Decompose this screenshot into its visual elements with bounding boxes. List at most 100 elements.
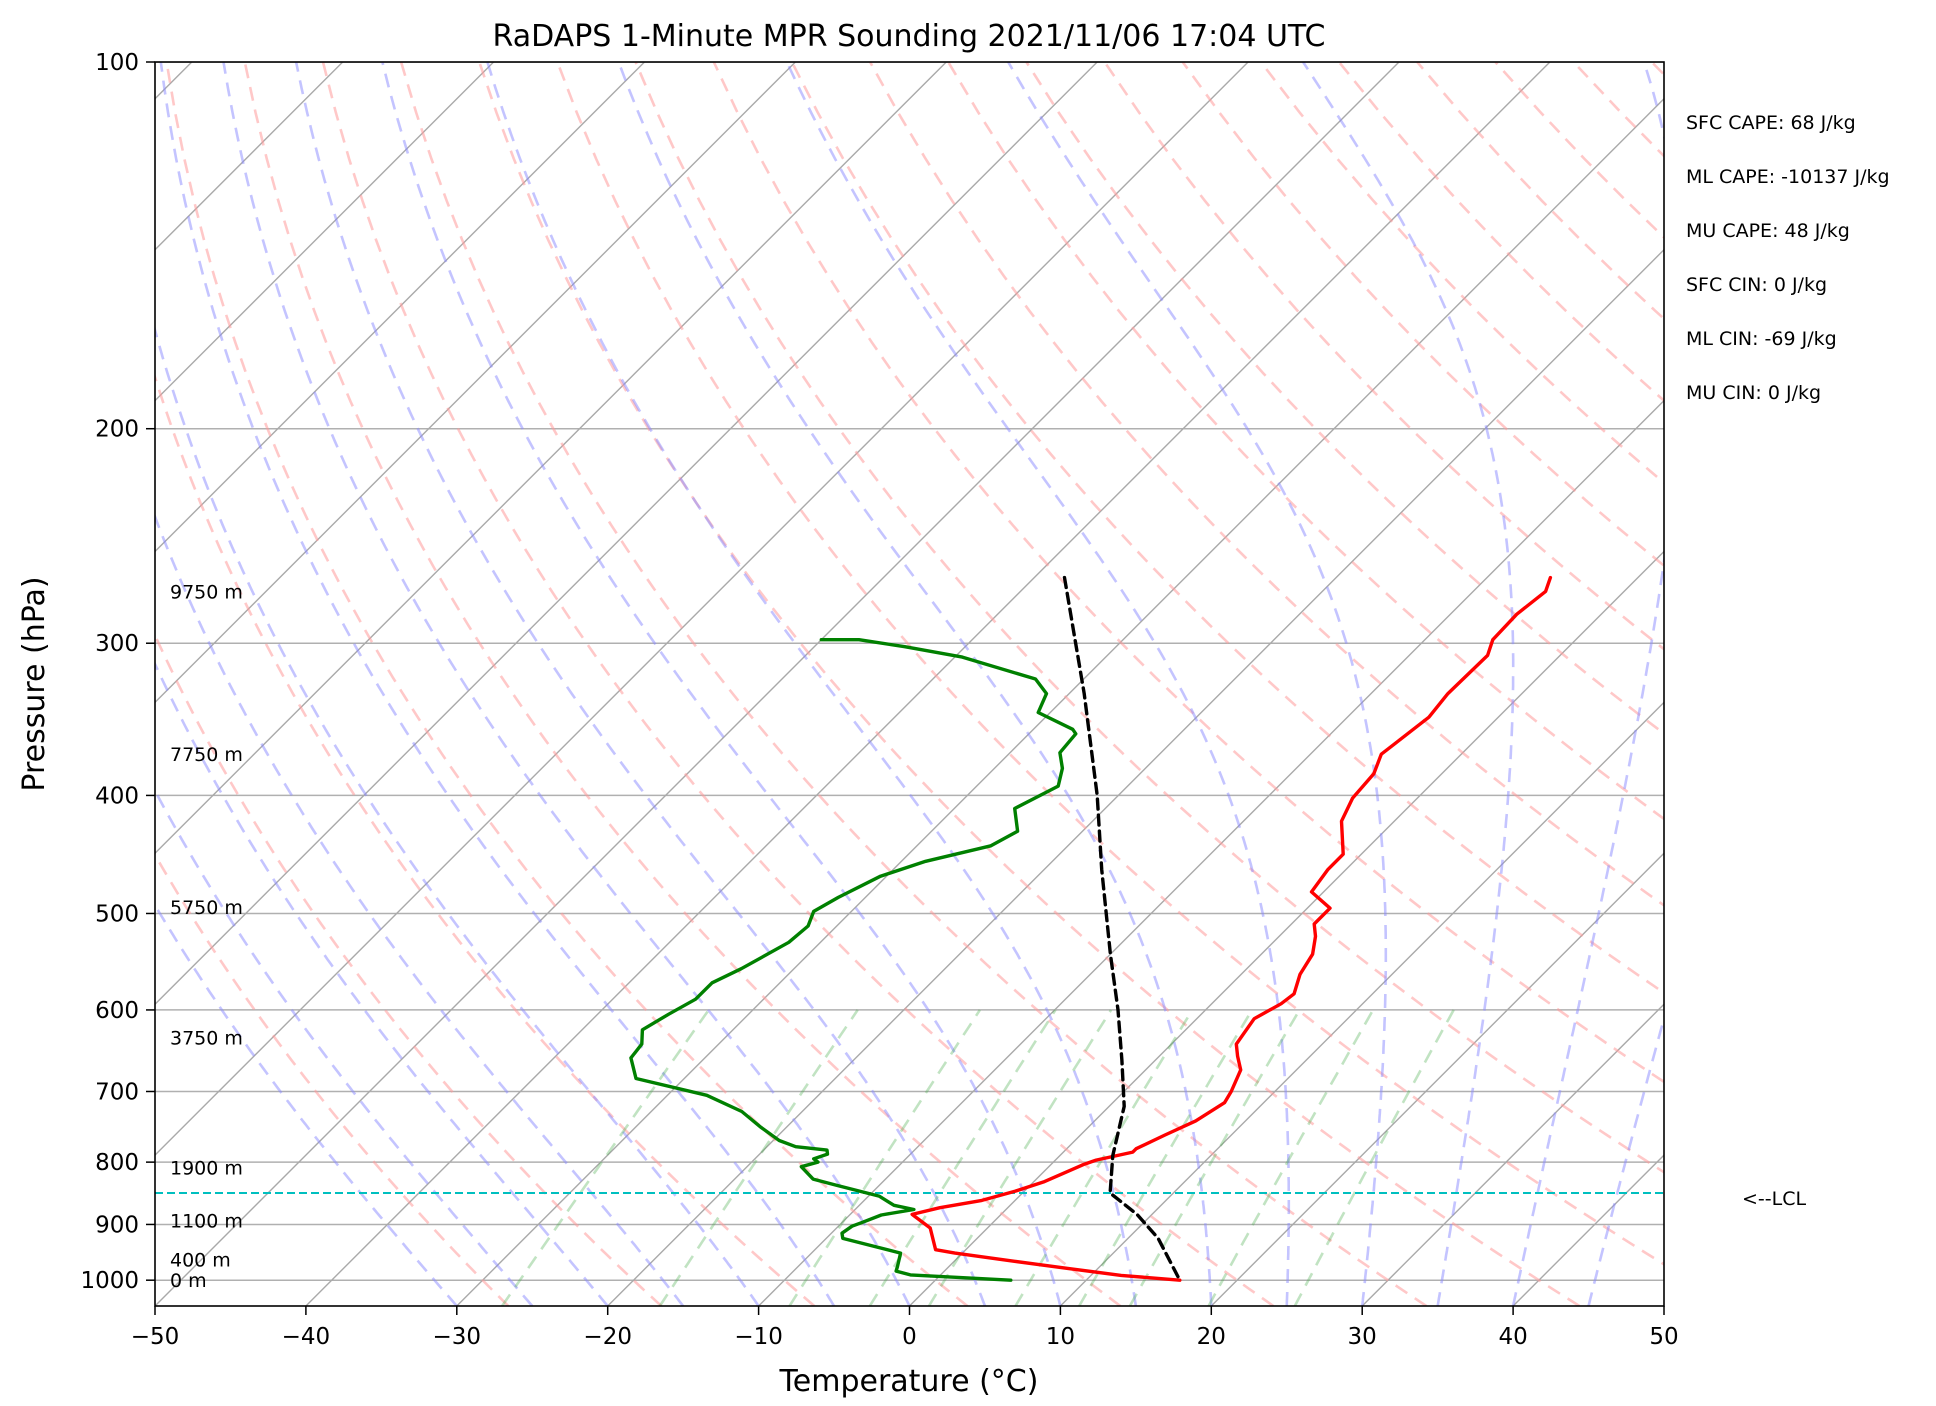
mixing-ratio-line [927,1009,1113,1306]
mixing-ratio-line [1078,1009,1254,1306]
plot-area [155,62,1936,1306]
isotherms [155,62,1664,1306]
moist-adiabat-line [486,62,1138,1306]
isotherm-line [155,62,1400,1306]
mixing-ratio-line [1128,1009,1301,1306]
dry-adiabat-line [1416,62,1664,321]
x-tick-label: −30 [433,1324,482,1350]
dry-adiabat-line [790,62,1664,995]
isotherm-line [758,399,1664,1306]
dry-adiabat-line [1650,62,1664,77]
isotherm-line [155,62,947,855]
y-tick-label: 900 [95,1212,139,1238]
x-tick-label: −10 [734,1324,783,1350]
dry-adiabat-line [1025,62,1664,736]
dry-adiabat-line [712,62,1664,1084]
y-axis-label: Pressure (hPa) [17,576,52,791]
moist-adiabat-line [159,62,836,1306]
stats-panel: SFC CAPE: 68 J/kg ML CAPE: -10137 J/kg MU … [1686,112,1890,404]
isotherm-line [305,62,1551,1306]
isotherm-line [909,550,1664,1306]
y-axis-ticks: 100 200 300 400 500 600 700 800 900 1000 [80,50,155,1294]
pressure-gridlines [155,62,1664,1281]
dry-adiabat-line [478,62,1581,1306]
isotherm-line [155,62,495,402]
y-tick-label: 600 [95,998,139,1024]
height-label: 7750 m [170,744,243,766]
height-label: 400 m [170,1250,231,1272]
x-tick-label: −20 [583,1324,632,1350]
isotherm-line [155,62,796,704]
dry-adiabat-line [947,62,1664,821]
x-tick-label: 20 [1197,1324,1226,1350]
isotherm-line [1663,1305,1664,1306]
x-tick-label: 10 [1046,1324,1075,1350]
height-label: 1900 m [170,1157,243,1179]
isotherm-line [1361,1003,1664,1306]
isotherm-line [155,62,1098,1006]
height-label: 9750 m [170,581,243,603]
stat-line: ML CAPE: -10137 J/kg [1686,166,1890,188]
isotherm-line [1210,852,1664,1306]
mixing-ratio-line [788,1009,981,1306]
stat-line: ML CIN: -69 J/kg [1686,328,1837,350]
dry-adiabat-line [243,62,1122,1306]
sounding-profiles [629,575,1553,1282]
isotherm-line [1512,1154,1664,1306]
dry-adiabat-line [1730,62,1936,1306]
height-label: 1100 m [170,1210,243,1232]
dry-adiabat-line [321,62,1275,1306]
y-tick-label: 1000 [80,1268,139,1294]
y-tick-label: 700 [95,1079,139,1105]
moist-adiabat-line [1511,62,1664,1306]
moist-adiabat-line [294,62,987,1306]
height-label: 3750 m [170,1027,243,1049]
moist-adiabat-line [222,62,911,1306]
dewpoint-profile [629,638,1078,1282]
isotherm-line [155,62,1249,1157]
moist-adiabat-line [1302,62,1515,1306]
y-tick-label: 800 [95,1150,139,1176]
x-axis-ticks: −50 −40 −30 −20 −10 0 10 20 30 40 50 [131,1306,1679,1350]
x-tick-label: 50 [1649,1324,1678,1350]
y-tick-label: 100 [95,50,139,76]
y-tick-label: 400 [95,783,139,809]
dry-adiabat-line [165,62,969,1306]
height-label: 5750 m [170,897,243,919]
stat-line: SFC CIN: 0 J/kg [1686,274,1827,296]
x-tick-label: −40 [282,1324,331,1350]
dry-adiabat-line [556,62,1664,1266]
dry-adiabat-line [1181,62,1664,568]
moist-adiabat-line [155,325,760,1306]
dry-adiabat-line [399,62,1428,1306]
temperature-profile [910,575,1553,1282]
stat-line: MU CIN: 0 J/kg [1686,382,1821,404]
stat-line: SFC CAPE: 68 J/kg [1686,112,1856,134]
dry-adiabat-line [155,852,510,1306]
x-tick-label: −50 [131,1324,180,1350]
moist-adiabat-line [155,512,685,1306]
x-tick-label: 30 [1348,1324,1377,1350]
x-tick-label: 40 [1498,1324,1527,1350]
lcl-label: <--LCL [1742,1188,1806,1210]
height-labels: 9750 m 7750 m 5750 m 3750 m 1900 m 1100 m 400 … [170,581,243,1292]
x-axis-label: Temperature (°C) [779,1364,1039,1399]
dry-adiabat-line [1494,62,1664,240]
mixing-ratio-line [868,1009,1057,1306]
y-tick-label: 200 [95,417,139,443]
chart-title: RaDAPS 1-Minute MPR Sounding 2021/11/06 … [493,19,1326,54]
plot-frame [154,61,1665,1307]
parcel-path [1062,575,1182,1282]
x-tick-label: 0 [902,1324,917,1350]
dry-adiabat-line [155,373,816,1306]
dry-adiabats [155,62,1936,1306]
dry-adiabat-line [634,62,1664,1174]
mixing-ratio-line [501,1009,710,1306]
mixing-ratio-line [1014,1009,1194,1306]
mixing-ratio-line [1293,1009,1455,1306]
moist-adiabat-line [1587,1013,1664,1306]
dry-adiabat-line [155,632,663,1306]
mixing-ratio-line [1207,1009,1375,1306]
height-label: 0 m [170,1270,207,1292]
